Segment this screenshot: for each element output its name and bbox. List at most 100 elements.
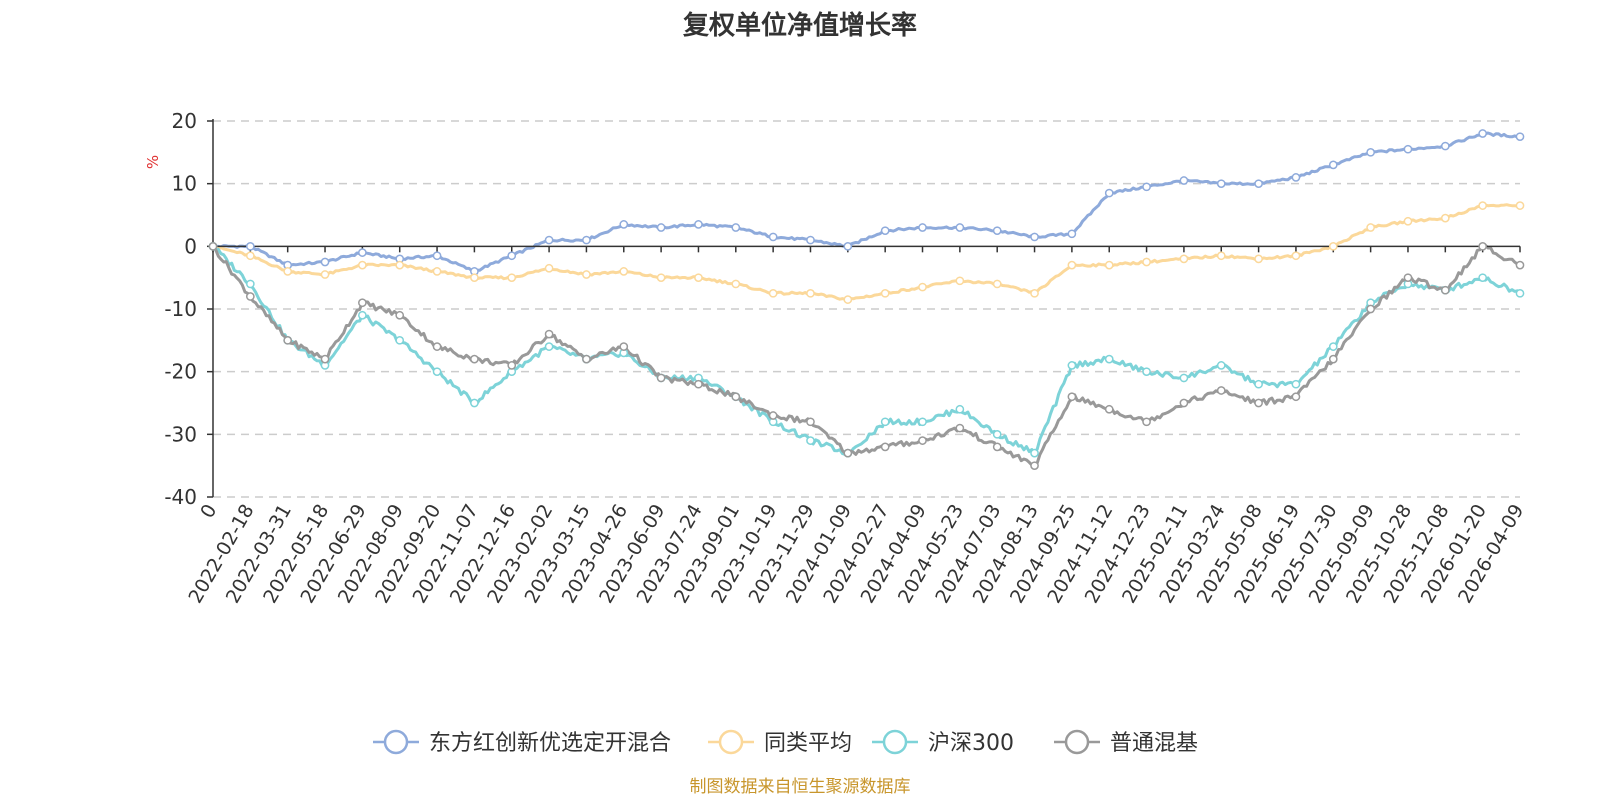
- series-point-3: [1254, 379, 1263, 389]
- series-point-2: [1403, 216, 1413, 226]
- legend-label: 东方红创新优选定开混合: [429, 731, 671, 756]
- series-point-2: [1030, 288, 1039, 298]
- series-point-3: [806, 436, 815, 445]
- series-point-4: [1403, 273, 1413, 283]
- series-point-1: [1179, 176, 1189, 185]
- series-point-3: [358, 310, 367, 320]
- series-point-4: [992, 442, 1002, 452]
- series-point-3: [918, 417, 927, 427]
- series-point-3: [1104, 354, 1114, 364]
- series-point-2: [918, 282, 927, 292]
- series-line-4: [211, 243, 1521, 468]
- series-point-4: [470, 354, 479, 364]
- series-point-4: [1254, 398, 1263, 408]
- series-point-2: [731, 279, 741, 289]
- series-point-3: [470, 398, 479, 408]
- series-point-2: [694, 273, 703, 283]
- series-point-1: [1403, 144, 1413, 154]
- series-point-2: [806, 288, 815, 298]
- series-point-4: [1179, 398, 1189, 408]
- series-point-4: [395, 310, 405, 320]
- legend[interactable]: 东方红创新优选定开混合 同类平均 沪深300 普通混基: [373, 729, 1198, 756]
- legend-item-2[interactable]: 同类平均: [708, 729, 852, 756]
- series-point-3: [1216, 361, 1226, 370]
- series-point-3: [1067, 361, 1077, 370]
- series-point-4: [1478, 241, 1488, 251]
- series-point-1: [880, 226, 890, 236]
- y-tick-label: 10: [172, 172, 197, 196]
- series-point-3: [1515, 288, 1525, 298]
- series-point-2: [992, 279, 1002, 289]
- series-point-3: [1179, 373, 1189, 383]
- legend-circle-icon: [882, 729, 908, 755]
- series-point-1: [918, 223, 927, 232]
- series-point-1: [245, 241, 255, 251]
- gridlines: [213, 120, 1520, 498]
- x-tick-label: 0: [196, 501, 221, 522]
- series-markers: [208, 129, 1525, 471]
- series-point-1: [1440, 141, 1450, 151]
- series-point-2: [395, 260, 405, 270]
- series-point-1: [843, 241, 853, 251]
- series-point-1: [1142, 182, 1151, 192]
- series-point-1: [656, 223, 666, 232]
- series-point-2: [1291, 251, 1301, 261]
- series-point-2: [1328, 241, 1338, 251]
- series-point-4: [1216, 386, 1226, 395]
- series-point-1: [320, 257, 330, 267]
- y-axis-unit-label: %: [144, 155, 162, 169]
- series-point-2: [1104, 260, 1114, 270]
- series-point-3: [432, 367, 442, 377]
- series-point-1: [1291, 173, 1301, 182]
- series-point-2: [955, 276, 965, 286]
- series-point-4: [1440, 285, 1450, 295]
- series-point-2: [1440, 213, 1450, 223]
- series-point-1: [1216, 179, 1226, 189]
- series-point-3: [992, 429, 1002, 439]
- series-point-2: [1478, 201, 1488, 210]
- series-point-4: [1515, 260, 1525, 270]
- series-point-3: [880, 417, 890, 427]
- legend-circle-icon: [718, 729, 744, 755]
- series-point-3: [1328, 342, 1338, 351]
- series-point-4: [918, 436, 927, 445]
- series-point-4: [358, 298, 367, 308]
- series-point-4: [806, 417, 815, 427]
- series-point-1: [1067, 229, 1077, 239]
- series-point-2: [283, 267, 293, 276]
- series-point-4: [656, 373, 666, 383]
- series-point-1: [1104, 188, 1114, 198]
- series-point-1: [731, 223, 741, 232]
- series-point-2: [507, 273, 517, 283]
- series-point-4: [1067, 392, 1077, 402]
- series-point-2: [843, 295, 853, 304]
- series-point-1: [992, 226, 1002, 236]
- series-point-1: [955, 223, 965, 232]
- series-point-2: [768, 288, 778, 298]
- series-point-1: [806, 235, 815, 245]
- legend-circle-icon: [383, 729, 409, 755]
- series-point-4: [208, 241, 218, 251]
- legend-label: 同类平均: [764, 731, 852, 756]
- series-point-2: [432, 267, 442, 276]
- series-point-4: [1142, 417, 1151, 427]
- legend-item-1[interactable]: 东方红创新优选定开混合: [373, 729, 671, 756]
- series-point-4: [619, 342, 629, 351]
- y-tick-label: 0: [184, 234, 197, 258]
- legend-item-4[interactable]: 普通混基: [1054, 729, 1198, 756]
- series-point-3: [955, 404, 965, 414]
- legend-item-3[interactable]: 沪深300: [872, 729, 1014, 756]
- series-point-4: [694, 379, 703, 389]
- data-source-note: 制图数据来自恒生聚源数据库: [690, 777, 911, 797]
- series-point-4: [731, 392, 741, 402]
- series-point-1: [1328, 160, 1338, 170]
- series-point-2: [1179, 254, 1189, 264]
- series-point-1: [1254, 179, 1263, 189]
- y-tick-label: -20: [164, 360, 197, 384]
- y-tick-label: -30: [164, 422, 197, 446]
- series-point-2: [245, 251, 255, 261]
- legend-circle-icon: [1064, 729, 1090, 755]
- series-point-4: [544, 329, 554, 339]
- series-point-3: [544, 342, 554, 351]
